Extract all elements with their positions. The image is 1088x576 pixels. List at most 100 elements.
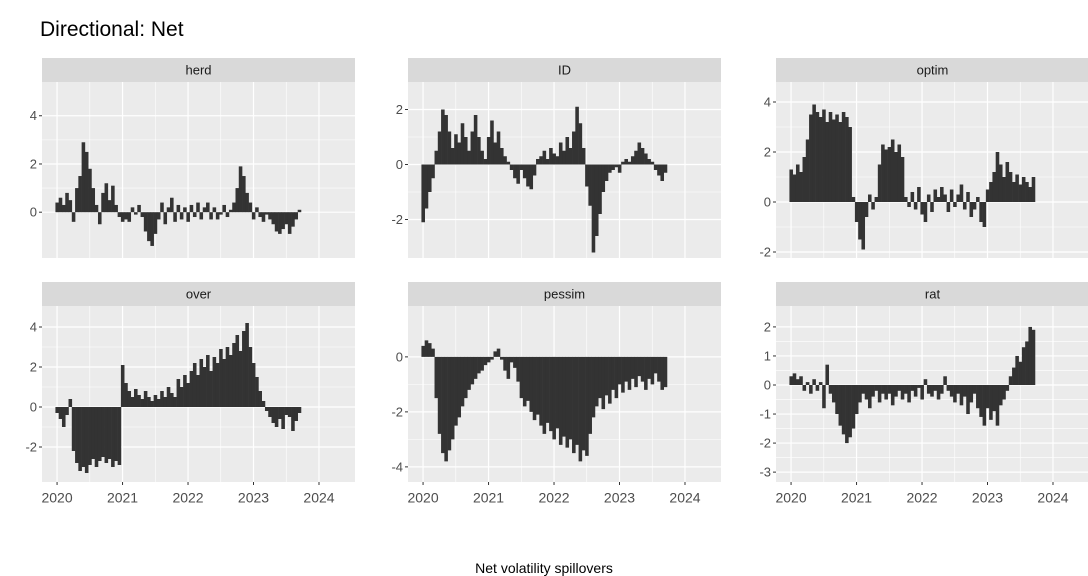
bar bbox=[943, 376, 947, 385]
bar bbox=[101, 192, 105, 213]
bar bbox=[568, 356, 573, 440]
bar bbox=[242, 176, 246, 213]
bar bbox=[976, 384, 980, 409]
bar bbox=[650, 356, 655, 385]
bar bbox=[640, 356, 645, 382]
bar bbox=[215, 363, 220, 407]
bar bbox=[81, 407, 86, 467]
bar bbox=[183, 207, 187, 213]
bar bbox=[864, 202, 869, 217]
bar bbox=[982, 202, 987, 227]
bar bbox=[933, 189, 938, 202]
bar bbox=[212, 207, 217, 213]
y-tick-label: 0 bbox=[396, 157, 403, 172]
bar bbox=[480, 356, 484, 371]
strip-label: optim bbox=[917, 62, 949, 77]
bar bbox=[969, 384, 974, 403]
bar bbox=[496, 348, 501, 357]
bar bbox=[470, 356, 475, 385]
bar bbox=[588, 356, 592, 434]
bar bbox=[992, 384, 996, 412]
bar bbox=[578, 356, 583, 462]
bar bbox=[58, 407, 63, 419]
bar bbox=[170, 393, 174, 407]
bar bbox=[463, 356, 468, 399]
y-tick-label: 2 bbox=[764, 144, 771, 159]
bar bbox=[848, 127, 852, 202]
bar bbox=[516, 164, 520, 184]
bar bbox=[598, 164, 602, 214]
bar bbox=[467, 150, 471, 165]
bar bbox=[565, 356, 570, 448]
bar bbox=[255, 377, 259, 407]
bar bbox=[904, 384, 908, 394]
bar bbox=[147, 212, 151, 242]
bar bbox=[848, 384, 852, 438]
bar bbox=[634, 150, 638, 165]
bar bbox=[900, 157, 905, 202]
bar bbox=[506, 161, 511, 165]
bar bbox=[460, 123, 465, 165]
y-tick-label: -3 bbox=[759, 465, 771, 480]
bar bbox=[101, 407, 105, 457]
bar bbox=[261, 401, 266, 407]
bar bbox=[851, 197, 856, 202]
bar bbox=[97, 212, 102, 225]
bar bbox=[255, 207, 259, 213]
bar bbox=[1028, 187, 1033, 202]
bar bbox=[982, 384, 987, 426]
bar bbox=[199, 359, 204, 407]
panel-background bbox=[408, 82, 721, 258]
bar bbox=[202, 207, 207, 213]
bar bbox=[831, 384, 836, 403]
bar bbox=[55, 407, 59, 413]
panel: optim -2 0 2 4 bbox=[759, 58, 1088, 259]
bar bbox=[238, 351, 243, 407]
bar bbox=[183, 375, 187, 407]
bar bbox=[506, 356, 511, 379]
bar bbox=[943, 194, 947, 202]
bar bbox=[949, 384, 954, 397]
bar bbox=[55, 202, 59, 213]
bar bbox=[529, 164, 534, 190]
bar bbox=[104, 183, 109, 213]
bar bbox=[861, 384, 866, 394]
bar bbox=[854, 384, 859, 415]
bar bbox=[841, 112, 846, 202]
bar bbox=[946, 202, 951, 212]
bar bbox=[624, 159, 628, 165]
bar bbox=[946, 384, 951, 391]
bar bbox=[170, 197, 174, 213]
x-tick-label: 2024 bbox=[669, 490, 700, 506]
bar bbox=[281, 407, 285, 429]
bar bbox=[887, 147, 892, 202]
bar bbox=[812, 104, 816, 202]
bar bbox=[522, 356, 527, 407]
bar bbox=[585, 356, 589, 456]
bar bbox=[845, 117, 849, 202]
bar bbox=[1025, 182, 1029, 202]
bar bbox=[509, 356, 514, 363]
bar bbox=[457, 356, 462, 418]
bar bbox=[281, 212, 285, 230]
x-tick-label: 2020 bbox=[775, 490, 806, 506]
bar bbox=[114, 204, 118, 213]
bar bbox=[447, 356, 452, 451]
bar bbox=[134, 212, 138, 215]
bar bbox=[838, 122, 843, 202]
bar bbox=[552, 153, 556, 165]
bar bbox=[212, 357, 217, 407]
bar bbox=[549, 356, 553, 432]
bar bbox=[1028, 326, 1033, 385]
bar bbox=[206, 355, 210, 407]
bar bbox=[933, 384, 938, 391]
bar bbox=[936, 197, 941, 202]
bar bbox=[444, 356, 448, 462]
bar bbox=[910, 384, 915, 391]
bar bbox=[663, 164, 668, 173]
bar bbox=[294, 212, 299, 220]
x-tick-label: 2024 bbox=[1037, 490, 1068, 506]
x-tick-label: 2021 bbox=[473, 490, 504, 506]
bar bbox=[258, 391, 262, 407]
bar bbox=[617, 164, 622, 173]
